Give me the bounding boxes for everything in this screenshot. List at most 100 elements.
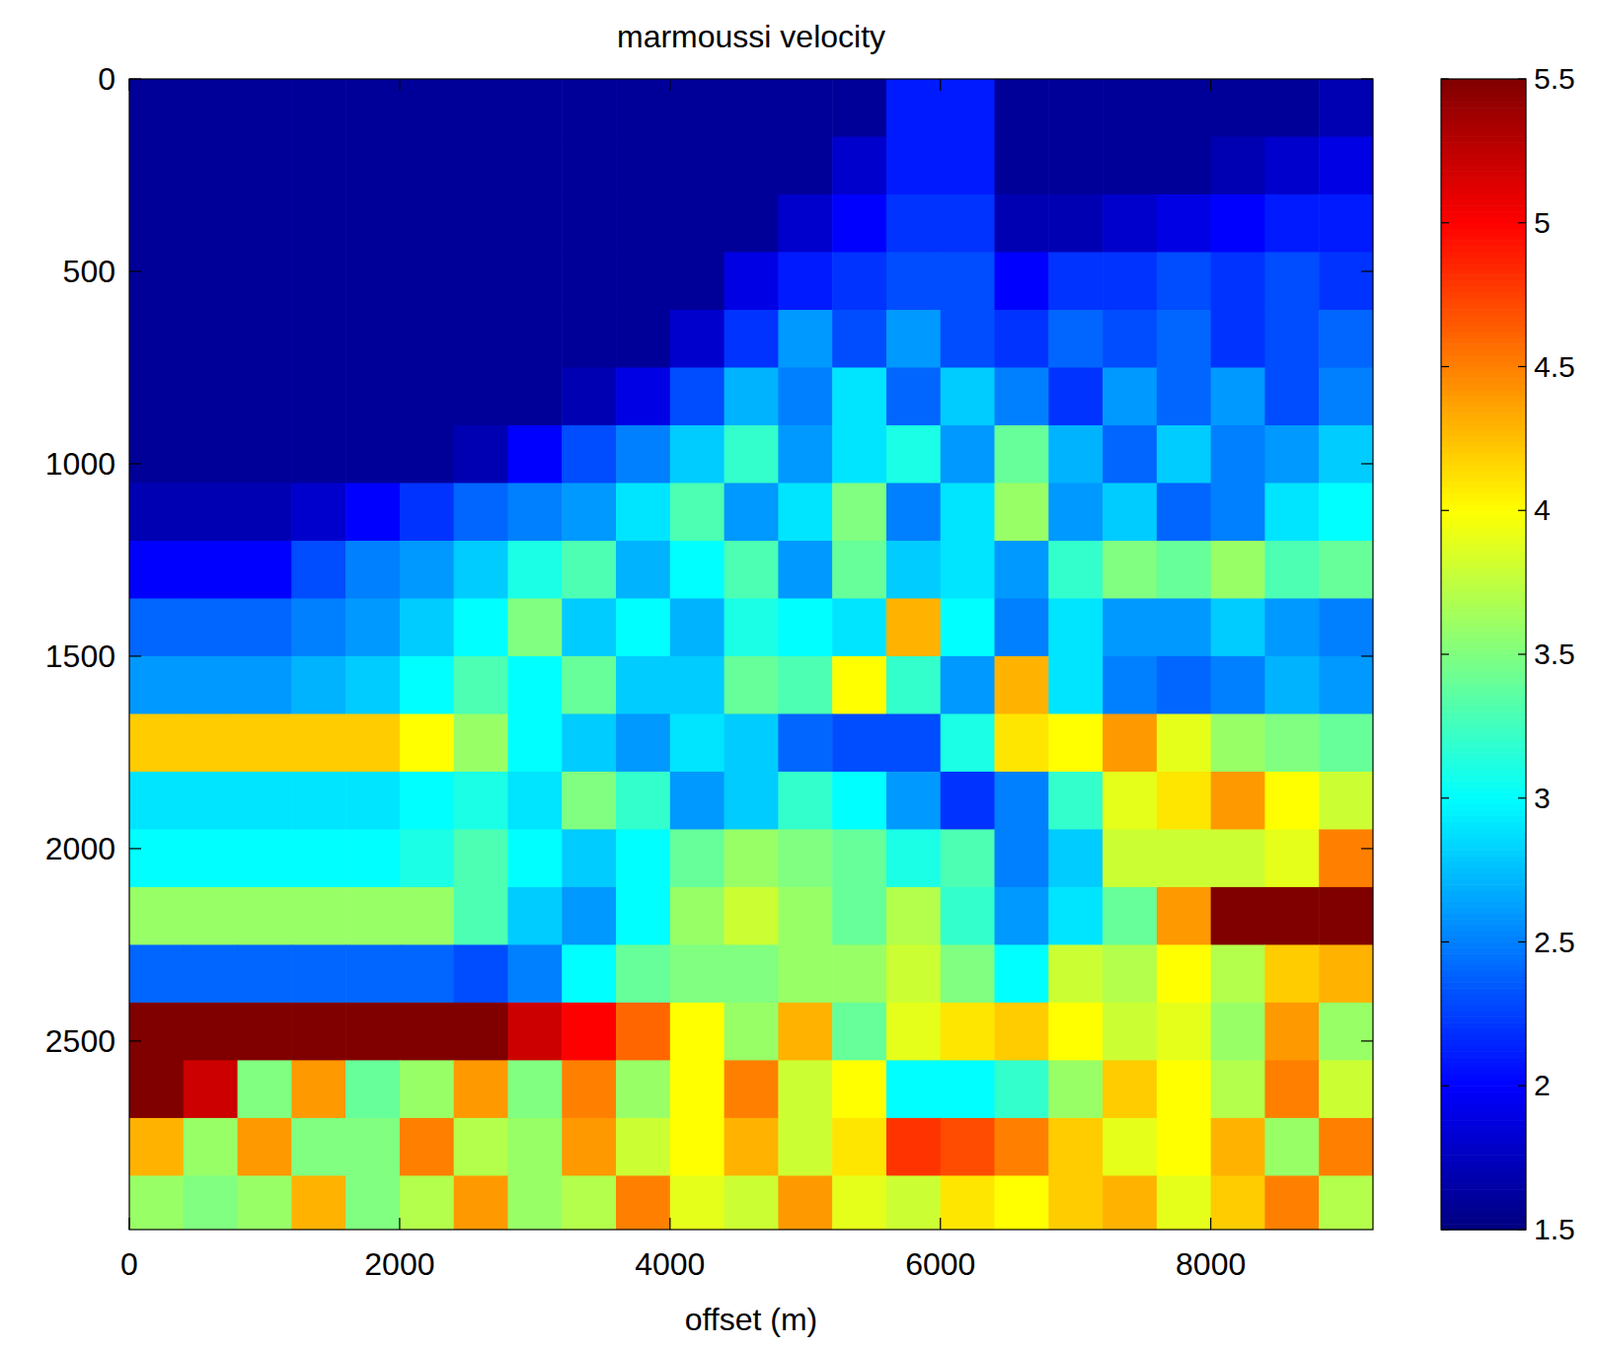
colorbar-swatch: [1441, 101, 1526, 108]
cell: [832, 887, 887, 946]
colorbar-swatch: [1441, 1143, 1526, 1150]
colorbar-swatch: [1441, 827, 1526, 834]
colorbar-swatch: [1441, 361, 1526, 368]
cell: [507, 1060, 562, 1119]
cell: [507, 1118, 562, 1177]
colorbar-swatch: [1441, 1183, 1526, 1190]
cell: [994, 136, 1050, 195]
cell: [994, 540, 1050, 600]
cell: [1211, 78, 1266, 138]
cell: [237, 540, 293, 600]
cell: [1102, 1118, 1157, 1177]
cell: [940, 1060, 995, 1119]
cell: [454, 829, 509, 888]
cell: [670, 887, 725, 946]
colorbar-swatch: [1441, 1213, 1526, 1220]
x-tick-label: 8000: [1175, 1246, 1246, 1283]
cell: [1318, 540, 1373, 600]
cell: [1156, 251, 1212, 310]
y-tick: [1361, 462, 1373, 464]
colorbar-tick: [1518, 941, 1526, 943]
cell: [129, 1002, 184, 1062]
cell: [994, 367, 1050, 426]
cell: [399, 887, 455, 946]
y-tick: [1361, 1040, 1373, 1042]
chart: 0200040006000800005001000150020002500mar…: [0, 0, 1600, 1349]
cell: [1211, 598, 1266, 657]
cell: [291, 1175, 346, 1230]
colorbar-swatch: [1441, 930, 1526, 937]
cell: [615, 482, 671, 541]
colorbar-tick: [1518, 797, 1526, 799]
cell: [507, 656, 562, 715]
cell: [940, 829, 995, 888]
cell: [994, 771, 1050, 831]
cell: [129, 713, 184, 772]
y-tick: [129, 1040, 142, 1042]
cell: [454, 656, 509, 715]
cell: [994, 309, 1050, 369]
y-tick: [1361, 847, 1373, 849]
colorbar-swatch: [1441, 735, 1526, 742]
cell: [183, 713, 238, 772]
cell: [183, 1175, 238, 1230]
colorbar-swatch: [1441, 982, 1526, 989]
cell: [1156, 425, 1212, 484]
colorbar-swatch: [1441, 355, 1526, 362]
cell: [399, 251, 455, 310]
cell: [561, 540, 616, 600]
colorbar-swatch: [1441, 1178, 1526, 1185]
cell: [886, 1118, 941, 1177]
colorbar-swatch: [1441, 119, 1526, 126]
colorbar-swatch: [1441, 1172, 1526, 1179]
cell: [291, 713, 346, 772]
colorbar-swatch: [1441, 740, 1526, 747]
colorbar-swatch: [1441, 1166, 1526, 1173]
cell: [399, 1060, 455, 1119]
colorbar-swatch: [1441, 245, 1526, 252]
cell: [832, 598, 887, 657]
cell: [454, 78, 509, 138]
cell: [724, 656, 779, 715]
y-tick: [129, 847, 142, 849]
cell: [129, 482, 184, 541]
cell: [345, 367, 400, 426]
cell: [777, 771, 833, 831]
cell: [561, 1175, 616, 1230]
cell: [886, 887, 941, 946]
colorbar-swatch: [1441, 1154, 1526, 1161]
colorbar-swatch: [1441, 286, 1526, 293]
cell: [399, 771, 455, 831]
colorbar-tick: [1441, 1085, 1449, 1087]
colorbar-swatch: [1441, 746, 1526, 753]
cell: [615, 887, 671, 946]
cell: [454, 309, 509, 369]
x-tick: [669, 78, 671, 91]
cell: [940, 194, 995, 253]
cell: [1211, 251, 1266, 310]
colorbar-swatch: [1441, 666, 1526, 673]
colorbar-swatch: [1441, 84, 1526, 91]
cell: [940, 482, 995, 541]
cell: [399, 713, 455, 772]
cell: [615, 194, 671, 253]
cell: [1264, 598, 1319, 657]
colorbar-swatch: [1441, 263, 1526, 270]
cell: [724, 540, 779, 600]
cell: [399, 1118, 455, 1177]
colorbar-tick: [1441, 366, 1449, 368]
cell: [237, 656, 293, 715]
cell: [507, 540, 562, 600]
cell: [561, 1118, 616, 1177]
cell: [1318, 194, 1373, 253]
colorbar-swatch: [1441, 1040, 1526, 1047]
cell: [1264, 944, 1319, 1003]
cell: [1211, 367, 1266, 426]
colorbar-swatch: [1441, 1085, 1526, 1092]
cell: [670, 482, 725, 541]
colorbar-swatch: [1441, 142, 1526, 149]
cell: [886, 829, 941, 888]
colorbar-swatch: [1441, 533, 1526, 540]
cell: [1048, 540, 1103, 600]
colorbar-swatch: [1441, 573, 1526, 580]
